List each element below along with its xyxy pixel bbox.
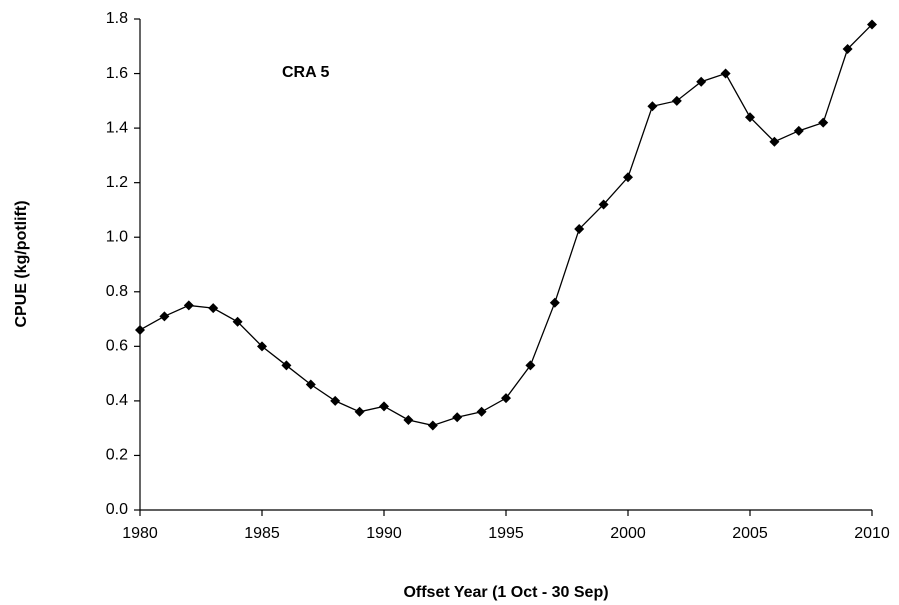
- x-tick-label: 2010: [854, 525, 890, 542]
- x-axis-label: Offset Year (1 Oct - 30 Sep): [403, 584, 608, 601]
- marker: [647, 101, 658, 112]
- marker: [696, 76, 707, 87]
- line: [139, 23, 873, 427]
- marker: [330, 395, 341, 406]
- marker: [379, 401, 389, 412]
- y-tick-label: 1.8: [106, 10, 128, 27]
- marker: [476, 406, 487, 417]
- marker: [354, 406, 365, 417]
- marker: [232, 316, 243, 327]
- marker: [501, 393, 511, 404]
- marker: [549, 297, 560, 308]
- x-tick-label: 2005: [732, 525, 768, 542]
- marker: [818, 117, 829, 128]
- marker: [671, 95, 682, 106]
- y-axis-label: CPUE (kg/potlift): [13, 200, 30, 327]
- y-tick-label: 0.0: [106, 501, 128, 518]
- x-tick-label: 1985: [244, 525, 280, 542]
- y-tick-label: 0.8: [106, 283, 128, 300]
- marker: [574, 224, 585, 235]
- x-tick-label: 1995: [488, 525, 524, 542]
- marker: [305, 379, 316, 390]
- marker: [623, 172, 633, 183]
- marker: [769, 136, 780, 147]
- x-tick-label: 1990: [366, 525, 402, 542]
- marker: [720, 68, 731, 79]
- marker: [135, 324, 145, 335]
- marker: [867, 19, 877, 30]
- marker: [208, 303, 219, 314]
- marker: [257, 341, 267, 352]
- marker: [452, 412, 463, 423]
- marker: [427, 420, 438, 431]
- marker: [598, 199, 609, 210]
- annotation: CRA 5: [282, 64, 330, 81]
- y-tick-label: 1.6: [106, 65, 128, 82]
- marker: [793, 125, 804, 136]
- marker: [403, 414, 414, 425]
- x-tick-label: 1980: [122, 525, 158, 542]
- y-tick-label: 1.2: [106, 174, 128, 191]
- y-tick-label: 1.4: [106, 119, 128, 136]
- y-tick-label: 0.2: [106, 447, 128, 464]
- marker: [183, 300, 194, 311]
- y-tick-label: 0.4: [106, 392, 128, 409]
- marker: [159, 311, 170, 322]
- y-tick-label: 0.6: [106, 338, 128, 355]
- marker: [525, 360, 536, 371]
- x-tick-label: 2000: [610, 525, 646, 542]
- marker: [842, 44, 853, 55]
- y-tick-label: 1.0: [106, 228, 128, 245]
- marker: [281, 360, 292, 371]
- marker: [745, 112, 755, 123]
